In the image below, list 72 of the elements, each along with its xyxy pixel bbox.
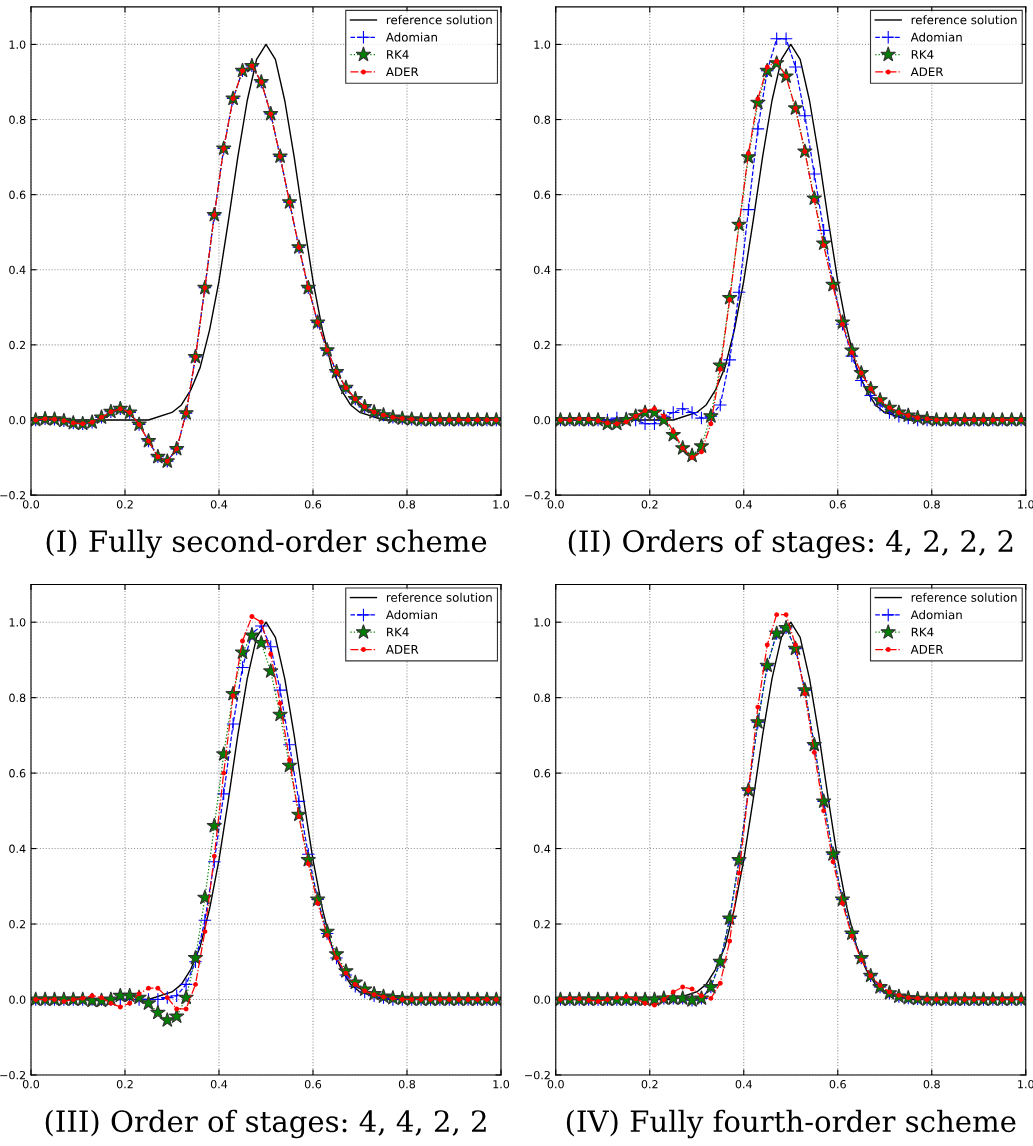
legend-label: RK4	[387, 50, 409, 59]
x-tick-label: 1.0	[493, 500, 510, 509]
x-tick-label: 0.6	[304, 1080, 322, 1089]
legend-label: RK4	[911, 50, 934, 59]
x-tick-label: 0.8	[398, 1080, 416, 1089]
y-tick-label: 1.0	[9, 40, 26, 49]
y-tick-label: −0.2	[0, 491, 26, 500]
y-tick-label: 0.6	[9, 769, 26, 778]
y-tick-label: −0.2	[525, 1070, 550, 1080]
legend-label: reference solution	[911, 592, 1017, 602]
y-tick-label: 0.4	[533, 265, 551, 275]
x-tick-label: 0.4	[210, 500, 228, 509]
y-tick-label: 0.0	[9, 995, 26, 1004]
x-tick-label: 0.0	[547, 500, 564, 509]
y-tick-label: −0.2	[525, 491, 550, 500]
x-tick-label: 0.0	[22, 1080, 40, 1089]
y-tick-label: 0.8	[9, 693, 26, 703]
x-tick-label: 1.0	[1018, 500, 1033, 509]
y-tick-label: 0.6	[533, 769, 551, 778]
x-tick-label: 0.8	[923, 500, 940, 509]
legend-label: ADER	[385, 645, 419, 654]
y-tick-label: 0.2	[533, 340, 550, 350]
y-tick-label: 0.6	[533, 190, 551, 200]
y-tick-label: 0.2	[9, 340, 26, 350]
y-tick-label: 1.0	[534, 40, 551, 49]
x-tick-label: 0.0	[547, 1080, 564, 1089]
x-tick-label: 0.4	[210, 1080, 228, 1089]
x-tick-label: 0.4	[735, 1080, 752, 1089]
legend-label: reference solution	[386, 15, 492, 25]
y-tick-label: 0.4	[9, 844, 26, 853]
x-tick-label: 0.8	[923, 1080, 940, 1089]
y-tick-label: 1.0	[9, 618, 26, 627]
legend-label: Adomian	[910, 32, 962, 42]
legend-label: RK4	[387, 627, 409, 637]
x-tick-label: 1.0	[1018, 1080, 1033, 1089]
y-tick-label: 0.0	[533, 995, 551, 1004]
legend-label: ADER	[385, 67, 419, 77]
x-tick-label: 1.0	[493, 1080, 510, 1089]
text: (I) Fully second-order scheme	[46, 529, 487, 559]
y-tick-label: 1.0	[534, 618, 551, 627]
y-tick-label: 0.0	[533, 415, 551, 425]
y-tick-label: 0.2	[533, 920, 550, 929]
legend-label: Adomian	[385, 32, 437, 42]
x-tick-label: 0.6	[829, 500, 846, 509]
y-tick-label: 0.8	[533, 693, 551, 703]
legend-label: Adomian	[910, 610, 962, 620]
legend-label: RK4	[911, 627, 934, 637]
legend-label: reference solution	[911, 15, 1017, 25]
y-tick-label: 0.6	[9, 190, 26, 200]
x-tick-label: 0.2	[641, 500, 658, 509]
x-tick-label: 0.4	[735, 500, 752, 509]
y-tick-label: 0.4	[533, 844, 551, 853]
text: (IV) Fully fourth-order scheme	[566, 1109, 1016, 1139]
y-tick-label: −0.2	[0, 1070, 26, 1080]
x-tick-label: 0.0	[22, 500, 40, 509]
legend-label: Adomian	[385, 610, 437, 620]
x-tick-label: 0.2	[116, 500, 133, 509]
x-tick-label: 0.2	[116, 1080, 133, 1089]
legend-label: ADER	[910, 67, 944, 77]
x-tick-label: 0.2	[641, 1080, 658, 1089]
x-tick-label: 0.6	[304, 500, 322, 509]
x-tick-label: 0.6	[829, 1080, 846, 1089]
y-tick-label: 0.8	[533, 115, 551, 124]
y-tick-label: 0.8	[9, 115, 26, 124]
legend-label: ADER	[910, 645, 944, 654]
y-tick-label: 0.2	[9, 920, 26, 929]
text: (II) Orders of stages: 4, 2, 2, 2	[568, 529, 1013, 559]
text: (III) Order of stages: 4, 4, 2, 2	[45, 1109, 486, 1139]
x-tick-label: 0.8	[398, 500, 416, 509]
y-tick-label: 0.0	[9, 415, 26, 425]
legend-label: reference solution	[386, 592, 492, 602]
y-tick-label: 0.4	[9, 265, 26, 275]
